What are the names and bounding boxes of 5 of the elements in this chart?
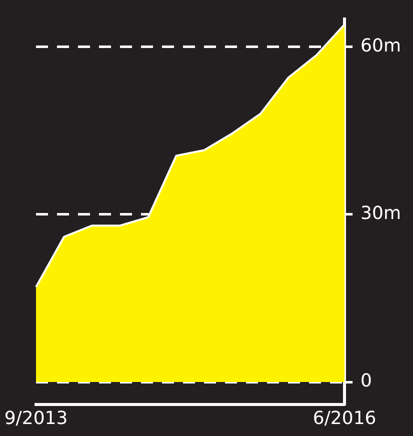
y-tick-label: 0: [360, 370, 372, 392]
x-tick-label: 9/2013: [4, 408, 68, 429]
y-tick-label: 30m: [360, 203, 402, 224]
y-tick-label: 60m: [360, 35, 402, 56]
x-tick-label: 6/2016: [312, 408, 376, 429]
